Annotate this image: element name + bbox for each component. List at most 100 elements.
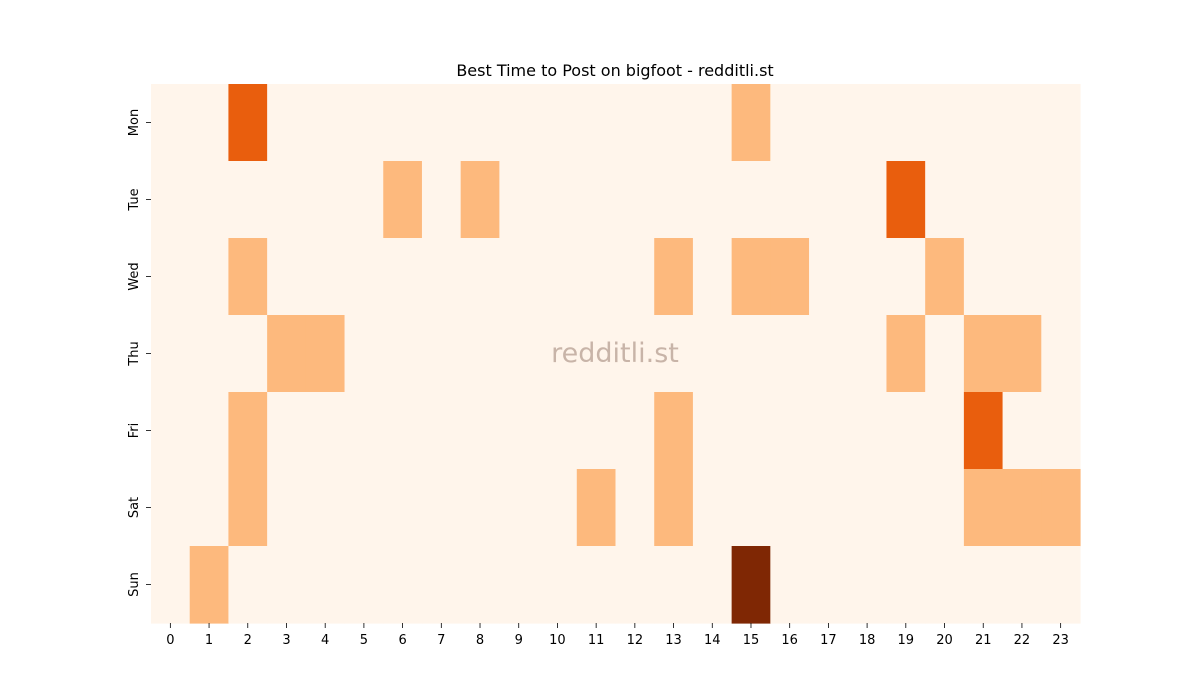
heatmap-cells: [151, 84, 1081, 624]
heatmap-cell-tue-13: [654, 161, 694, 239]
heatmap-cell-sat-4: [305, 469, 346, 547]
heatmap-cell-mon-1: [189, 84, 230, 162]
heatmap-cell-tue-14: [692, 161, 733, 239]
heatmap-cell-wed-5: [344, 238, 384, 316]
chart-title: Best Time to Post on bigfoot - redditli.…: [456, 61, 773, 80]
heatmap-cell-sat-13: [654, 469, 694, 547]
heatmap-cell-thu-5: [344, 315, 384, 393]
heatmap-cell-sat-15: [731, 469, 771, 547]
heatmap-cell-sat-22: [1002, 469, 1042, 547]
heatmap-cell-mon-22: [1002, 84, 1042, 162]
heatmap-cell-tue-4: [305, 161, 346, 239]
heatmap-cell-sat-6: [383, 469, 423, 547]
x-tick-label-17: 17: [820, 633, 837, 648]
heatmap-cell-tue-20: [925, 161, 965, 239]
heatmap-cell-thu-2: [228, 315, 268, 393]
heatmap-cell-sun-16: [770, 546, 810, 624]
x-tick-label-5: 5: [360, 633, 368, 648]
heatmap-cell-thu-16: [770, 315, 810, 393]
y-tick-label-fri: Fri: [127, 423, 142, 439]
heatmap-cell-mon-7: [421, 84, 462, 162]
heatmap-cell-mon-11: [576, 84, 617, 162]
heatmap-cell-thu-18: [847, 315, 888, 393]
heatmap-cell-wed-20: [925, 238, 965, 316]
heatmap-cell-wed-2: [228, 238, 268, 316]
heatmap-cell-wed-7: [421, 238, 462, 316]
heatmap-cell-sat-7: [421, 469, 462, 547]
heatmap-cell-tue-19: [886, 161, 926, 239]
heatmap-cell-thu-13: [654, 315, 694, 393]
heatmap-cell-mon-0: [151, 84, 191, 162]
heatmap-cell-tue-0: [151, 161, 191, 239]
heatmap-cell-wed-14: [692, 238, 733, 316]
x-tick-label-2: 2: [244, 633, 252, 648]
heatmap-cell-wed-6: [383, 238, 423, 316]
heatmap-cell-fri-11: [576, 392, 617, 470]
heatmap-cell-thu-14: [692, 315, 733, 393]
heatmap-cell-sat-18: [847, 469, 888, 547]
heatmap-cell-sat-0: [151, 469, 191, 547]
heatmap-cell-tue-21: [963, 161, 1004, 239]
heatmap-cell-thu-0: [151, 315, 191, 393]
heatmap-cell-mon-9: [499, 84, 539, 162]
heatmap-cell-sun-2: [228, 546, 268, 624]
x-tick-label-7: 7: [437, 633, 445, 648]
heatmap-cell-sun-6: [383, 546, 423, 624]
heatmap-cell-tue-11: [576, 161, 617, 239]
heatmap-cell-sat-20: [925, 469, 965, 547]
heatmap-cell-sun-12: [615, 546, 655, 624]
y-tick-label-mon: Mon: [127, 109, 142, 136]
heatmap-cell-tue-8: [460, 161, 500, 239]
heatmap-cell-mon-6: [383, 84, 423, 162]
heatmap-cell-tue-18: [847, 161, 888, 239]
heatmap-cell-fri-8: [460, 392, 500, 470]
heatmap-cell-fri-17: [809, 392, 849, 470]
heatmap-cell-fri-5: [344, 392, 384, 470]
heatmap-cell-fri-1: [189, 392, 230, 470]
heatmap-cell-mon-12: [615, 84, 655, 162]
heatmap-cell-sun-23: [1041, 546, 1081, 624]
heatmap-cell-thu-17: [809, 315, 849, 393]
heatmap-cell-mon-15: [731, 84, 771, 162]
heatmap-cell-sun-14: [692, 546, 733, 624]
heatmap-cell-wed-3: [267, 238, 307, 316]
x-tick-label-11: 11: [588, 633, 605, 648]
heatmap-cell-tue-9: [499, 161, 539, 239]
heatmap-cell-wed-4: [305, 238, 346, 316]
heatmap-cell-wed-13: [654, 238, 694, 316]
heatmap-cell-tue-7: [421, 161, 462, 239]
heatmap-cell-sat-8: [460, 469, 500, 547]
x-axis-ticks: 0 1 2 3 4 5 6 7 8 9 10 11 12 13 14 15 16 17 18 19 20 21 22 23: [166, 623, 1069, 648]
heatmap-cell-sat-16: [770, 469, 810, 547]
y-tick-label-thu: Thu: [127, 341, 142, 366]
heatmap-cell-thu-7: [421, 315, 462, 393]
heatmap-cell-sun-13: [654, 546, 694, 624]
x-tick-label-8: 8: [476, 633, 484, 648]
heatmap-cell-sat-10: [538, 469, 578, 547]
heatmap-cell-sun-0: [151, 546, 191, 624]
x-tick-label-10: 10: [549, 633, 566, 648]
x-tick-label-12: 12: [627, 633, 644, 648]
heatmap-cell-mon-8: [460, 84, 500, 162]
heatmap-cell-wed-1: [189, 238, 230, 316]
heatmap-cell-sat-9: [499, 469, 539, 547]
heatmap-cell-fri-20: [925, 392, 965, 470]
y-tick-label-wed: Wed: [127, 262, 142, 290]
heatmap-cell-sat-12: [615, 469, 655, 547]
x-tick-label-3: 3: [282, 633, 290, 648]
heatmap-cell-sun-21: [963, 546, 1004, 624]
heatmap-cell-wed-11: [576, 238, 617, 316]
heatmap-cell-sun-19: [886, 546, 926, 624]
x-tick-label-9: 9: [515, 633, 523, 648]
heatmap-cell-sat-1: [189, 469, 230, 547]
heatmap-cell-thu-23: [1041, 315, 1081, 393]
heatmap-cell-tue-3: [267, 161, 307, 239]
heatmap-cell-thu-20: [925, 315, 965, 393]
heatmap-cell-wed-10: [538, 238, 578, 316]
y-axis-ticks: Mon Tue Wed Thu Fri Sat Sun: [127, 109, 151, 597]
heatmap-cell-thu-10: [538, 315, 578, 393]
heatmap-cell-sun-4: [305, 546, 346, 624]
heatmap-cell-thu-22: [1002, 315, 1042, 393]
x-tick-label-0: 0: [166, 633, 174, 648]
heatmap-cell-sun-8: [460, 546, 500, 624]
